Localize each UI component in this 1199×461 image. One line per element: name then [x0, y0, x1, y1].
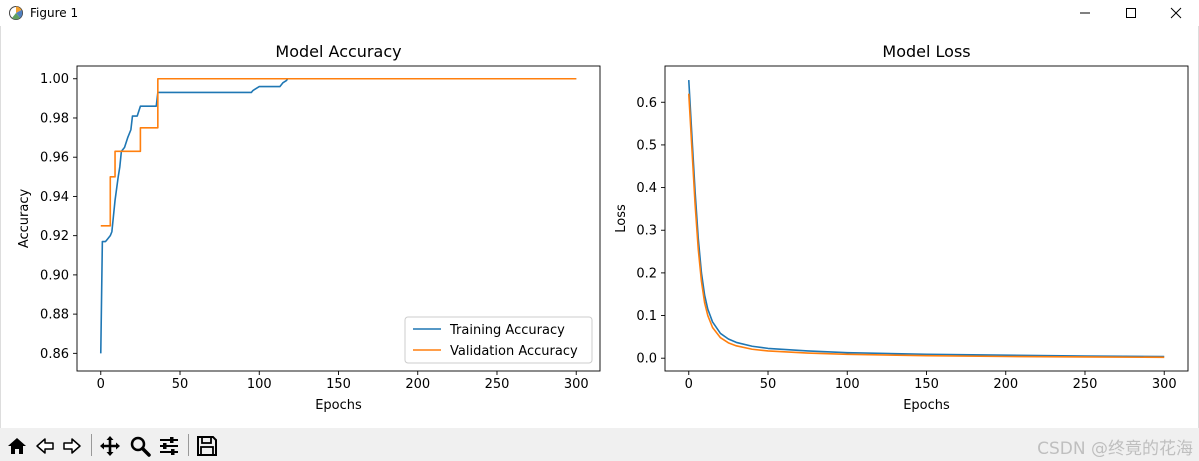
pan-button[interactable]	[98, 434, 122, 458]
y-tick-label: 0.5	[636, 138, 657, 153]
series-line-0	[687, 80, 1165, 358]
y-tick-label: 0.98	[40, 111, 69, 126]
figure-canvas[interactable]: 0 50 100 150 200 250 300 0.86 0.88 0.90 0.92 0.94 0.…	[0, 26, 1199, 428]
x-tick-label: 200	[405, 377, 430, 392]
navigation-toolbar	[0, 428, 1199, 461]
x-tick-label: 100	[835, 377, 860, 392]
y-tick-label: 0.0	[636, 352, 657, 367]
series-line-0	[99, 77, 577, 354]
y-tick-label: 0.92	[40, 229, 69, 244]
save-icon	[197, 436, 217, 456]
x-tick-label: 250	[1073, 377, 1098, 392]
chart-title: Model Loss	[882, 42, 970, 61]
back-icon	[36, 438, 54, 454]
y-tick-label: 0.96	[40, 151, 69, 166]
y-axis-label: Loss	[614, 204, 629, 233]
x-tick-label: 250	[485, 377, 510, 392]
figure-svg: 0 50 100 150 200 250 300 0.86 0.88 0.90 0.92 0.94 0.…	[17, 42, 1189, 413]
y-tick-label: 0.86	[40, 347, 69, 362]
zoom-button[interactable]	[128, 434, 152, 458]
x-axis-label: Epochs	[903, 398, 950, 413]
chart-title: Model Accuracy	[275, 42, 401, 61]
legend-entry: Training Accuracy	[449, 323, 565, 338]
close-button[interactable]	[1153, 0, 1199, 26]
series-line-1	[687, 93, 1165, 359]
series-line-1	[100, 77, 577, 227]
matplotlib-app-icon	[8, 5, 24, 21]
back-button[interactable]	[33, 434, 57, 458]
y-tick-label: 0.4	[636, 181, 657, 196]
y-tick-label: 0.88	[40, 308, 69, 323]
chart-1: 0 50 100 150 200 250 300 0.0 0.1 0.2 0.3 0.4 0.5 0.6 M…	[614, 42, 1189, 413]
y-tick-label: 1.00	[40, 72, 69, 87]
x-tick-label: 0	[97, 377, 105, 392]
x-tick-label: 200	[993, 377, 1018, 392]
y-tick-label: 0.6	[636, 96, 657, 111]
forward-icon	[63, 438, 81, 454]
zoom-icon	[130, 436, 151, 457]
configure-subplots-button[interactable]	[157, 434, 181, 458]
toolbar-separator	[188, 434, 189, 456]
x-tick-label: 300	[564, 377, 589, 392]
y-tick-label: 0.1	[636, 309, 657, 324]
legend-box	[404, 316, 593, 364]
x-tick-label: 150	[914, 377, 939, 392]
y-tick-label: 0.2	[636, 266, 657, 281]
x-tick-label: 100	[247, 377, 272, 392]
toolbar-separator	[91, 434, 92, 456]
x-tick-label: 150	[326, 377, 351, 392]
legend-entry: Validation Accuracy	[450, 344, 578, 359]
y-tick-label: 0.90	[40, 268, 69, 283]
legend: Training Accuracy Validation Accuracy	[404, 316, 593, 364]
y-tick-label: 0.94	[40, 190, 69, 205]
watermark: CSDN @终竟的花海	[1037, 439, 1193, 459]
home-button[interactable]	[5, 434, 29, 458]
window-title: Figure 1	[30, 6, 79, 20]
configure-subplots-icon	[160, 437, 178, 455]
y-tick-label: 0.3	[636, 224, 657, 239]
chart-0: 0 50 100 150 200 250 300 0.86 0.88 0.90 0.92 0.94 0.…	[17, 42, 601, 413]
maximize-icon	[1126, 8, 1136, 18]
save-button[interactable]	[195, 434, 219, 458]
x-tick-label: 300	[1152, 377, 1177, 392]
minimize-icon	[1080, 12, 1090, 14]
forward-button[interactable]	[60, 434, 84, 458]
x-axis-label: Epochs	[315, 398, 362, 413]
window-titlebar: Figure 1	[0, 0, 1199, 26]
close-icon	[1170, 7, 1182, 19]
minimize-button[interactable]	[1062, 0, 1108, 26]
x-tick-label: 50	[760, 377, 777, 392]
x-tick-label: 0	[685, 377, 693, 392]
pan-icon	[100, 436, 120, 456]
maximize-button[interactable]	[1108, 0, 1154, 26]
home-icon	[8, 438, 26, 454]
y-axis-label: Accuracy	[17, 189, 32, 249]
axes-frame	[664, 65, 1189, 372]
x-tick-label: 50	[172, 377, 189, 392]
